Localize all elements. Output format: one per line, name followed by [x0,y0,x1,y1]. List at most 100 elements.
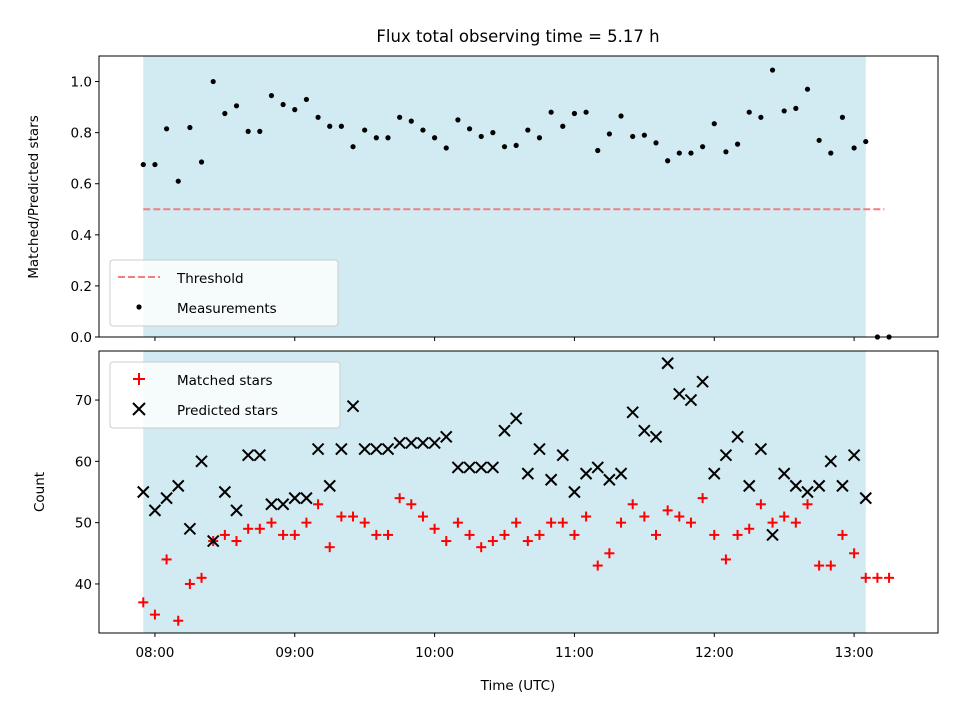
measurement-point [163,126,170,132]
matched-star-point [149,609,160,620]
measurement-point [175,178,181,184]
measurement-point [303,96,310,103]
predicted-star-x-b [218,485,232,499]
matched-stars-legend-label: Matched stars [177,373,273,389]
predicted-star-point [253,449,267,462]
predicted-star-x-b [521,467,535,480]
predicted-star-x-b [451,461,465,474]
measurement-point [268,92,275,99]
predicted-star-x-b [230,504,243,517]
matched-star-point [569,529,580,540]
x-axis-label: Time (UTC) [480,678,556,694]
x-tick-label: 10:00 [415,645,454,661]
measurement-point [851,145,857,151]
measurement-point [338,123,344,129]
measurement-point [548,109,554,115]
measurement-point [385,135,391,141]
predicted-star-point [731,430,744,444]
matched-star-point [476,542,487,553]
matched-star-point [406,499,417,510]
threshold-legend-label: Threshold [176,271,244,287]
matched-star-point [825,560,836,571]
predicted-star-x-b [183,522,197,535]
predicted-star-point [684,393,698,407]
predicted-star-point [137,485,150,499]
matched-stars-legend-swatch [133,373,145,385]
measurement-point [630,133,636,140]
predicted-star-point [475,461,488,474]
matched-star-point [138,597,149,608]
measurement-point [536,135,543,141]
measurement-point [641,132,647,138]
matched-stars-points [138,493,895,626]
matched-star-point [697,493,708,504]
matched-star-point [534,529,545,540]
predicted-star-point [370,442,383,456]
measurement-point [420,127,426,133]
matched-star-point [802,499,813,510]
matched-star-point [324,542,335,553]
matched-star-point [452,517,463,528]
predicted-star-x-b [172,479,185,493]
count-y-ticks: 40 50 60 70 [75,393,99,593]
predicted-star-x-b [556,449,569,462]
predicted-star-x-b [509,412,523,425]
predicted-star-point [440,430,453,444]
predicted-star-x-b [416,436,430,450]
measurement-point [292,107,298,113]
predicted-star-x-b [696,375,709,388]
predicted-star-x-b [836,479,849,493]
predicted-star-point [428,436,441,450]
predicted-stars-points [137,357,872,548]
ratio-y-tick-label: 1.0 [71,75,92,91]
measurement-point [769,67,776,73]
matched-star-point [767,517,778,528]
matched-star-point [243,523,254,534]
predicted-star-x-b [743,479,756,493]
predicted-star-point [568,485,581,499]
predicted-star-x-b [335,442,348,456]
matched-star-point [651,529,662,540]
measurement-point [210,78,216,85]
measurements-legend-label: Measurements [177,301,277,317]
predicted-star-point [416,436,430,450]
ratio-x-ticks [154,337,855,341]
predicted-star-x-b [381,442,395,456]
chart-title: Flux total observing time = 5.17 h [376,27,659,46]
ratio-y-tick-label: 0.6 [71,177,92,193]
predicted-star-point [335,442,348,456]
predicted-star-x-b [766,528,779,542]
predicted-star-point [847,449,861,462]
count-y-axis-label: Count [32,472,48,512]
predicted-star-point [160,491,173,505]
predicted-star-point [451,461,465,474]
predicted-star-x-b [824,455,838,468]
predicted-star-x-b [428,436,441,450]
predicted-star-point [626,406,639,419]
predicted-star-x-b [591,461,604,474]
matched-star-point [860,572,871,583]
predicted-stars-legend-swatch [132,402,146,416]
predicted-star-point [789,479,803,493]
measurement-point [583,109,589,115]
predicted-star-point [638,424,651,437]
matched-star-point [219,529,230,540]
predicted-star-point [486,461,500,474]
matched-star-point [884,572,895,583]
predicted-star-point [719,449,733,462]
predicted-star-x-b [370,442,383,456]
measurement-point [408,118,414,124]
predicted-star-x-b [288,491,301,505]
measurement-point [863,138,869,145]
matched-star-point [196,572,207,583]
predicted-star-x-b [358,442,371,456]
predicted-star-point [521,467,535,480]
matched-star-point [685,517,696,528]
predicted-star-x-b [440,430,453,444]
measurement-point [595,147,601,154]
predicted-star-point [230,504,243,517]
predicted-star-point [381,442,395,456]
count-legend-box [109,361,341,429]
matched-star-point [336,511,347,522]
measurement-point [443,145,449,151]
